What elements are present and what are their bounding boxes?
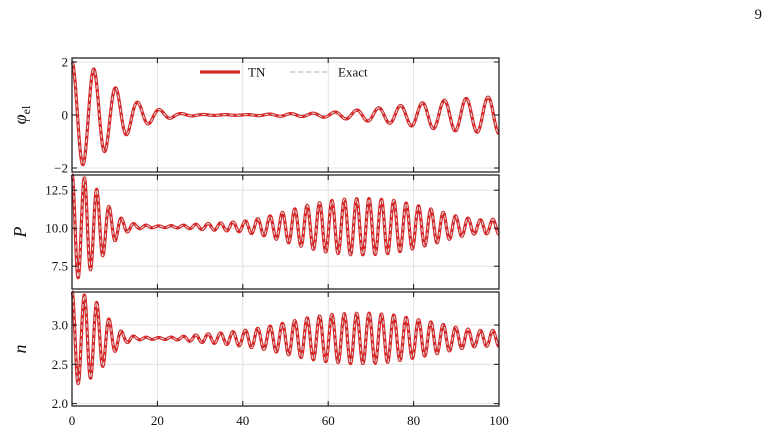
y-axis-label-symbol: φ xyxy=(10,114,30,124)
y-tick-label: 10.0 xyxy=(45,221,68,236)
y-axis-label-symbol: n xyxy=(10,345,30,354)
y-tick-label: −2 xyxy=(54,161,68,176)
y-axis-label: n xyxy=(10,345,30,354)
y-tick-label: 2 xyxy=(62,54,69,69)
series-exact-line xyxy=(71,61,500,166)
series-tn-line xyxy=(70,60,501,167)
x-tick-label: 80 xyxy=(407,413,420,428)
panel-frame xyxy=(71,174,500,290)
x-tick-label: 20 xyxy=(151,413,164,428)
y-tick-label: 2.0 xyxy=(52,396,68,411)
y-axis-label-symbol: P xyxy=(10,227,30,239)
y-axis-label: φel xyxy=(10,105,33,124)
y-tick-label: 0 xyxy=(62,108,69,123)
series-exact-line xyxy=(71,291,500,385)
legend-label-exact: Exact xyxy=(338,65,368,80)
y-tick-label: 12.5 xyxy=(45,183,68,198)
page-number: 9 xyxy=(754,7,763,23)
y-axis-label: P xyxy=(10,227,30,239)
x-tick-label: 0 xyxy=(69,413,76,428)
legend-label-tn: TN xyxy=(248,65,266,80)
panel-frame xyxy=(71,291,500,407)
y-tick-label: 2.5 xyxy=(52,357,68,372)
panel-2: 7.5 10.0 12.5 P xyxy=(10,173,501,290)
x-tick-label: 40 xyxy=(236,413,249,428)
x-tick-label: 60 xyxy=(322,413,335,428)
legend: TN Exact xyxy=(200,65,368,80)
y-axis-label-subscript: el xyxy=(19,105,33,114)
series-exact-line xyxy=(71,174,500,279)
x-tick-label: 100 xyxy=(489,413,509,428)
y-tick-label: 3.0 xyxy=(52,318,68,333)
y-tick-label: 7.5 xyxy=(52,259,68,274)
panel-3: 2.0 2.5 3.0 n xyxy=(10,290,501,411)
panel-1: −2 0 2 φel xyxy=(10,54,501,176)
